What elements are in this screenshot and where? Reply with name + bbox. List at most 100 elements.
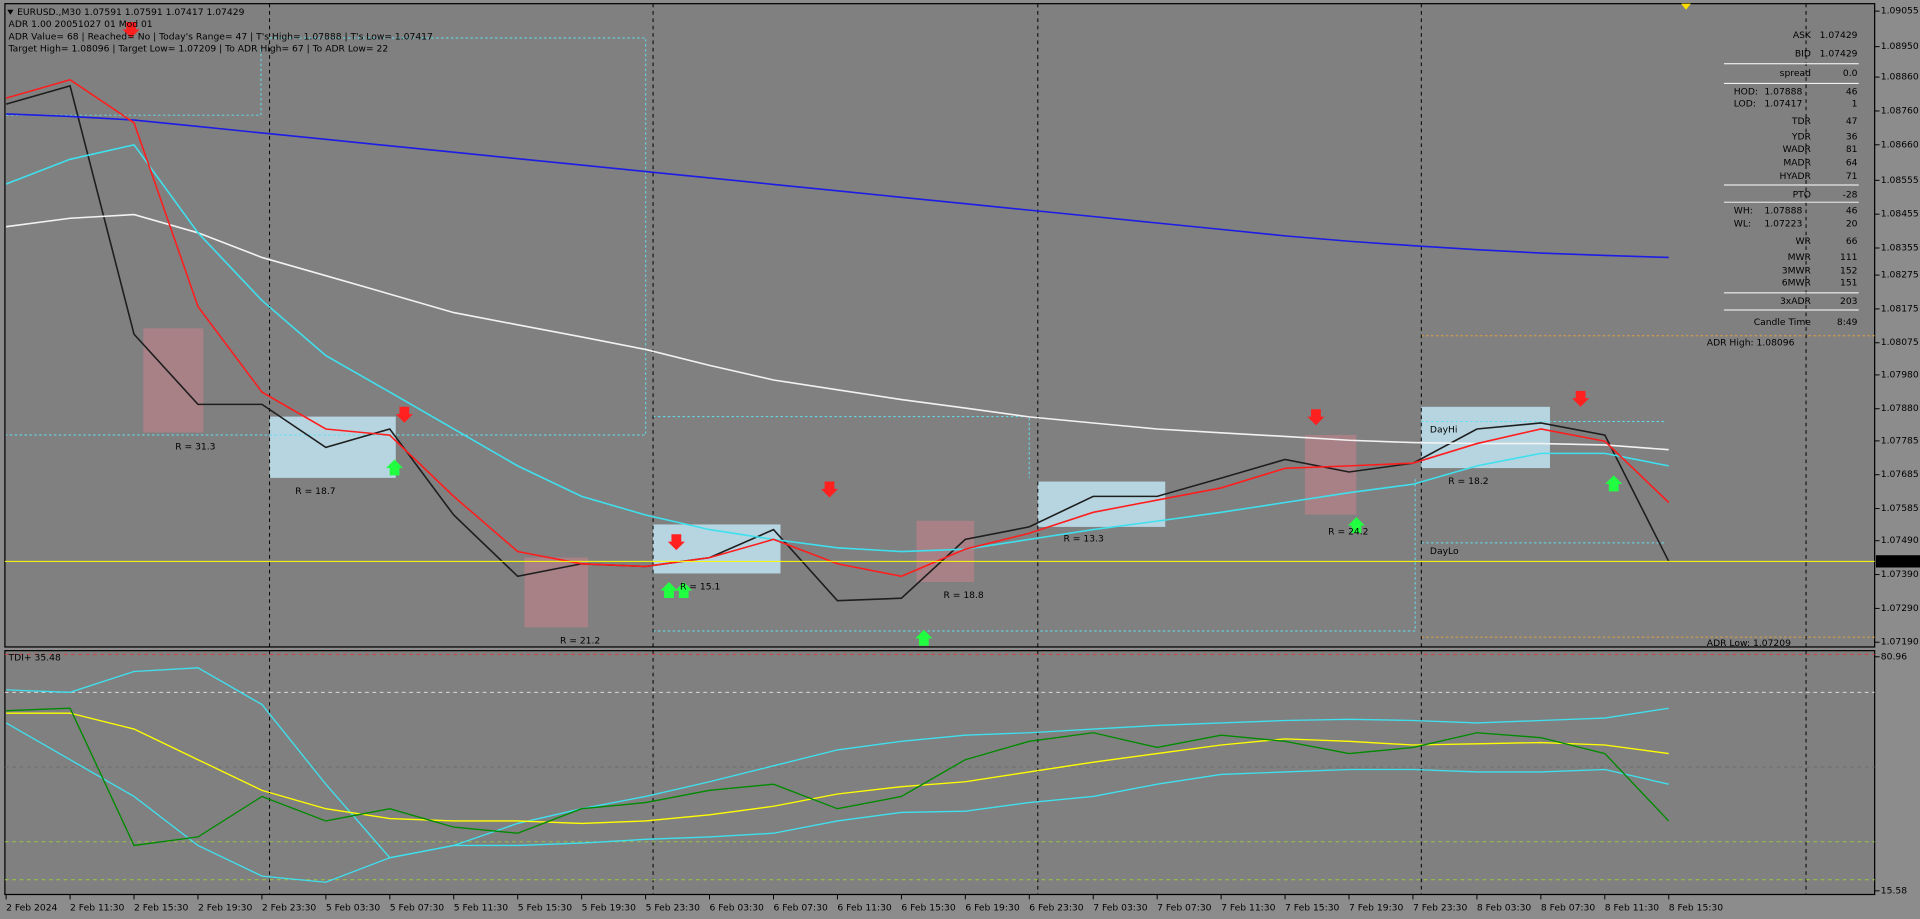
x-tick-label: 5 Feb 03:30 <box>326 902 380 913</box>
price-label: 1.07429 <box>1878 556 1916 567</box>
panel-value: 71 <box>1846 171 1858 182</box>
sell-arrow <box>122 22 140 38</box>
y-tick-label: 15.58 <box>1881 885 1907 896</box>
adr-low-label: ADR Low: 1.07209 <box>1707 638 1791 649</box>
panel-label: WH: <box>1734 205 1753 216</box>
x-tick-label: 8 Feb 11:30 <box>1605 902 1660 913</box>
x-tick-label: 6 Feb 19:30 <box>965 902 1019 913</box>
y-tick-label: 1.07785 <box>1881 435 1919 446</box>
header-line: Target High= 1.08096 | Target Low= 1.072… <box>8 44 389 55</box>
x-tick-label: 5 Feb 19:30 <box>582 902 636 913</box>
range-label: R = 18.2 <box>1448 476 1488 487</box>
buy-arrow <box>385 459 404 476</box>
panel-value: 111 <box>1840 252 1858 263</box>
sell-arrow <box>667 534 685 551</box>
series-line <box>6 712 1669 825</box>
range-label: R = 21.2 <box>560 635 600 646</box>
x-tick-label: 6 Feb 11:30 <box>837 902 891 913</box>
x-tick-label: 2 Feb 15:30 <box>134 902 188 913</box>
panel-price: 1.07888 <box>1764 86 1802 97</box>
day-lo-label: DayLo <box>1430 546 1459 557</box>
x-tick-label: 8 Feb 07:30 <box>1541 902 1595 913</box>
sell-arrow <box>1572 390 1590 407</box>
y-tick-label: 80.96 <box>1881 651 1907 662</box>
panel-label: MWR <box>1788 252 1812 263</box>
panel-value: 1.07429 <box>1820 30 1858 41</box>
panel-label: HYADR <box>1779 171 1811 182</box>
header-line: EURUSD.,M30 1.07591 1.07591 1.07417 1.07… <box>17 7 244 18</box>
panel-label: LOD: <box>1734 99 1756 110</box>
y-tick-label: 1.07980 <box>1881 369 1919 380</box>
panel-value: 66 <box>1846 236 1858 247</box>
panel-label: HOD: <box>1734 86 1758 97</box>
y-tick-label: 1.07190 <box>1881 637 1919 648</box>
range-box <box>269 416 396 478</box>
panel-value: 47 <box>1846 116 1858 127</box>
session-box <box>143 328 204 433</box>
x-tick-label: 6 Feb 15:30 <box>901 902 955 913</box>
panel-value: 152 <box>1840 265 1858 276</box>
header-line: ADR 1.00 20051027 01 Mod 01 <box>9 19 153 30</box>
header-line: ADR Value= 68 | Reached= No | Today's Ra… <box>9 31 433 42</box>
series-line <box>5 78 1670 578</box>
panel-value: 151 <box>1840 278 1858 289</box>
adr-high-label: ADR High: 1.08096 <box>1707 338 1795 349</box>
panel-value: 81 <box>1846 144 1858 155</box>
y-tick-label: 1.07685 <box>1881 469 1919 480</box>
x-tick-label: 6 Feb 07:30 <box>773 902 827 913</box>
x-tick-label: 5 Feb 11:30 <box>454 902 508 913</box>
buy-arrow <box>660 582 678 598</box>
series-line <box>5 143 1669 553</box>
panel-separators <box>1723 63 1859 311</box>
series-line <box>6 213 1669 451</box>
y-tick-label: 1.08660 <box>1881 139 1919 150</box>
panel-value: 20 <box>1846 219 1858 230</box>
x-tick-label: 2 Feb 23:30 <box>262 902 316 913</box>
panel-price: 1.07888 <box>1764 205 1802 216</box>
x-tick-label: 8 Feb 15:30 <box>1669 902 1723 913</box>
x-tick-label: 2 Feb 11:30 <box>70 902 124 913</box>
y-tick-label: 1.08275 <box>1881 270 1919 281</box>
indicator-levels <box>4 653 1875 881</box>
y-tick-label: 1.08175 <box>1881 303 1919 314</box>
level-line <box>6 37 647 436</box>
level-line <box>653 416 1030 478</box>
panel-price: 1.07417 <box>1764 99 1802 110</box>
session-box <box>1304 434 1357 515</box>
shift-marker <box>1681 3 1691 10</box>
sell-arrow <box>1307 409 1325 426</box>
x-tick-label: 7 Feb 19:30 <box>1349 902 1403 913</box>
panel-price: 1.07223 <box>1764 219 1802 230</box>
x-tick-label: 2 Feb 19:30 <box>198 902 252 913</box>
panel-value: 203 <box>1840 296 1858 307</box>
panel-value: 46 <box>1846 205 1858 216</box>
panel-label: 3xADR <box>1780 296 1812 307</box>
series-line <box>5 84 1670 602</box>
panel-label: WR <box>1795 236 1811 247</box>
panel-label: Candle Time <box>1754 317 1812 328</box>
y-tick-label: 1.09055 <box>1881 6 1919 17</box>
y-tick-label: 1.07880 <box>1881 403 1919 414</box>
range-box <box>653 524 781 574</box>
boxes <box>143 328 1550 628</box>
collapse-icon[interactable] <box>7 9 14 15</box>
level-line <box>653 477 1416 632</box>
sell-arrow <box>395 406 413 423</box>
x-tick-label: 7 Feb 15:30 <box>1285 902 1339 913</box>
buy-arrow <box>675 582 693 598</box>
panel-value: 64 <box>1846 157 1858 168</box>
range-label: R = 13.3 <box>1064 534 1104 545</box>
panel-label: YDR <box>1791 132 1812 143</box>
x-tick-label: 6 Feb 23:30 <box>1029 902 1083 913</box>
panel-label: MADR <box>1783 157 1811 168</box>
panel-label: spread <box>1780 68 1811 79</box>
x-tick-label: 6 Feb 03:30 <box>710 902 764 913</box>
panel-value: 0.0 <box>1843 68 1858 79</box>
series-line <box>6 667 1669 859</box>
series-line <box>6 113 1669 259</box>
series <box>4 78 1875 883</box>
y-tick-label: 1.08455 <box>1881 209 1919 220</box>
buy-arrow <box>1605 475 1623 492</box>
y-tick-label: 1.08355 <box>1881 243 1919 254</box>
panel-label: ASK <box>1793 30 1812 41</box>
